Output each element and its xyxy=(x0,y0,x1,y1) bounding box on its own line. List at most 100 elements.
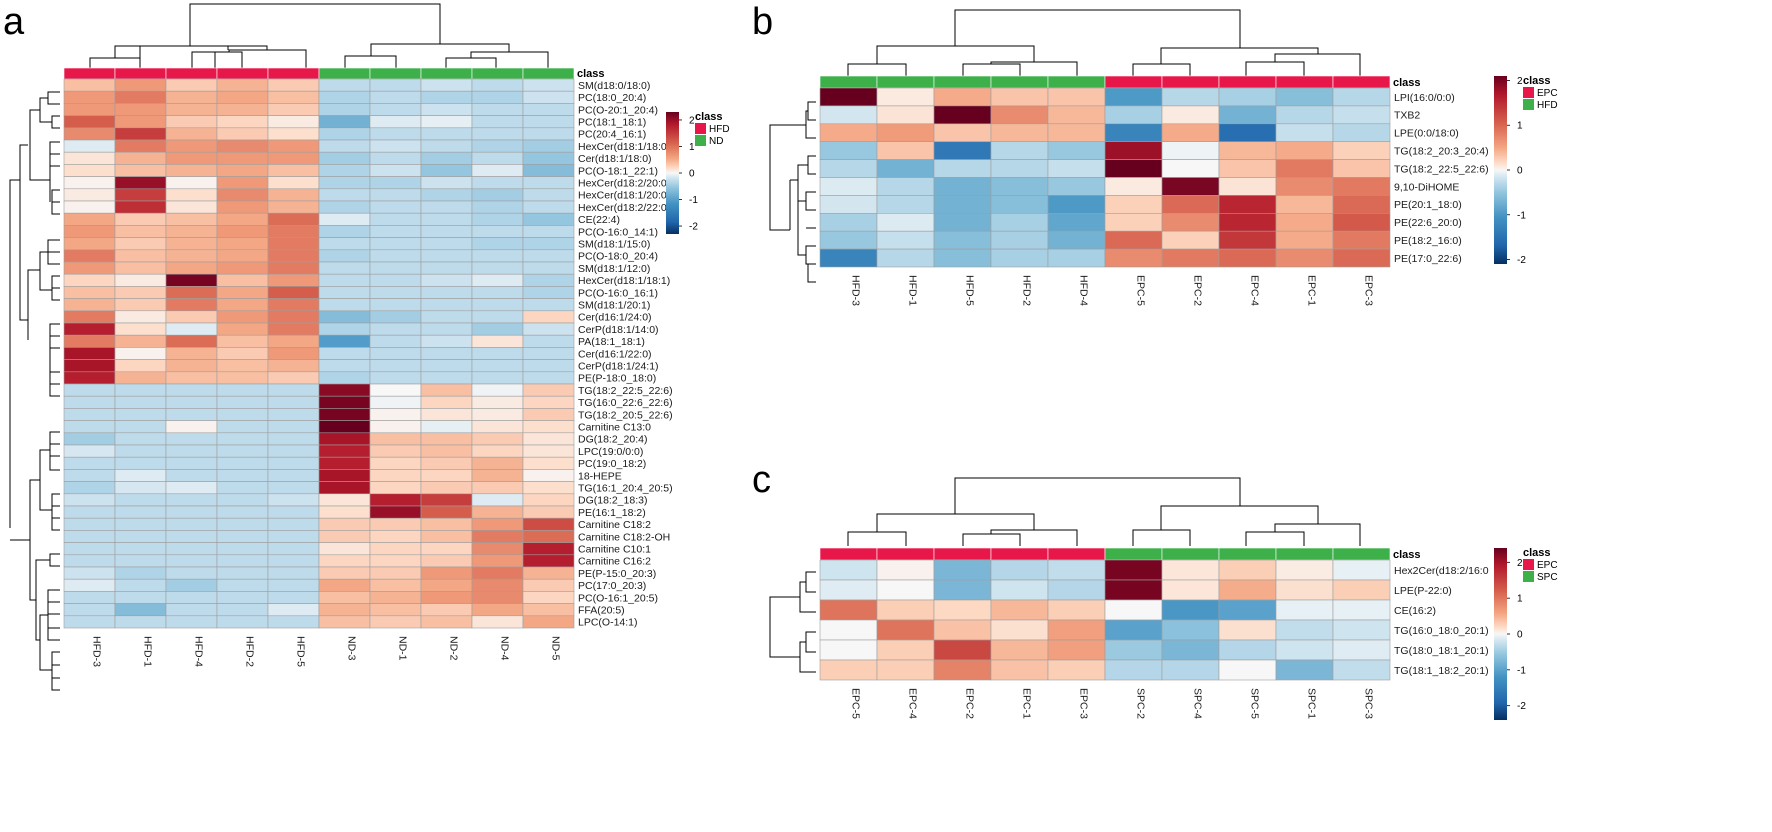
heatmap-cell xyxy=(369,273,422,287)
heatmap-cell xyxy=(522,395,575,409)
row-label: PC(O-20:1_20:4) xyxy=(578,104,658,116)
heatmap-cell xyxy=(114,78,167,92)
heatmap-cell xyxy=(216,359,269,373)
heatmap-cell xyxy=(369,615,422,629)
heatmap-cell xyxy=(1332,659,1391,681)
heatmap-cell xyxy=(1218,248,1277,268)
heatmap-cell xyxy=(1332,123,1391,143)
heatmap-cell xyxy=(165,542,218,556)
heatmap-cell xyxy=(1104,579,1163,601)
heatmap-cell xyxy=(471,395,524,409)
heatmap-cell xyxy=(318,408,371,421)
heatmap-cell xyxy=(369,310,422,324)
heatmap-cell xyxy=(420,408,473,421)
heatmap-cell xyxy=(216,164,269,177)
heatmap-cell xyxy=(1275,105,1334,125)
row-label: Cer(d16:1/22:0) xyxy=(578,348,652,360)
colorbar-tick-label: -1 xyxy=(1517,210,1526,221)
heatmap-cell xyxy=(369,261,422,275)
heatmap-cell xyxy=(216,90,269,104)
heatmap-cell xyxy=(1218,230,1277,250)
heatmap-cell xyxy=(114,481,167,495)
heatmap-cell xyxy=(114,90,167,104)
heatmap-cell xyxy=(522,444,575,458)
row-label: TG(18:2_22:5_22:6) xyxy=(578,385,673,397)
heatmap-cell xyxy=(63,566,116,580)
heatmap-cell xyxy=(369,78,422,92)
heatmap-cell xyxy=(522,127,575,141)
heatmap-cell xyxy=(522,542,575,556)
heatmap-cell xyxy=(318,78,371,92)
heatmap-cell xyxy=(1047,230,1106,250)
heatmap-cell xyxy=(522,273,575,287)
heatmap-cell xyxy=(114,347,167,360)
row-label: PC(18:1_18:1) xyxy=(578,117,646,129)
heatmap-cell xyxy=(420,517,473,531)
heatmap-cell xyxy=(819,141,878,160)
column-label: SPC-4 xyxy=(1192,688,1204,719)
heatmap-cell xyxy=(165,200,218,214)
heatmap-cell xyxy=(1047,579,1106,601)
heatmap-cell xyxy=(522,237,575,251)
heatmap-cell xyxy=(1218,639,1277,661)
heatmap-cell xyxy=(216,237,269,251)
heatmap-cell xyxy=(522,225,575,238)
heatmap-cell xyxy=(63,371,116,385)
heatmap-cell xyxy=(369,103,422,116)
heatmap-cell xyxy=(471,554,524,568)
heatmap-cell xyxy=(522,78,575,92)
heatmap-cell xyxy=(267,432,320,446)
dendrogram-col-b xyxy=(847,9,1361,76)
colorbar-tick-label: -2 xyxy=(1517,701,1526,712)
heatmap-b: class LPI(16:0/0:0) TXB2 LPE(0:0/18:0) TG(18… xyxy=(819,75,1558,306)
heatmap-cell xyxy=(471,530,524,543)
heatmap-cell xyxy=(1275,159,1334,178)
column-label: EPC-4 xyxy=(1249,275,1261,306)
heatmap-cell xyxy=(1161,619,1220,641)
heatmap-cell xyxy=(471,408,524,421)
heatmap-cell xyxy=(216,127,269,141)
class-bar-cell xyxy=(1275,75,1334,89)
row-label: PC(O-16:0_14:1) xyxy=(578,226,658,238)
heatmap-cell xyxy=(1047,619,1106,641)
heatmap-cell xyxy=(114,225,167,238)
heatmap-cell xyxy=(165,554,218,568)
heatmap-cell xyxy=(114,139,167,153)
legend-label: SPC xyxy=(1537,572,1558,583)
heatmap-cell xyxy=(114,371,167,385)
heatmap-cell xyxy=(1218,87,1277,107)
heatmap-cell xyxy=(876,87,935,107)
heatmap-cell xyxy=(318,542,371,556)
heatmap-cell xyxy=(63,591,116,604)
class-bar-cell xyxy=(990,547,1049,561)
heatmap-cell xyxy=(267,530,320,543)
class-bar-cell xyxy=(876,547,935,561)
heatmap-cell xyxy=(420,286,473,299)
heatmap-cell xyxy=(318,273,371,287)
legend-swatch xyxy=(1523,559,1534,570)
heatmap-cell xyxy=(990,123,1049,143)
heatmap-cell xyxy=(267,493,320,507)
heatmap-cell xyxy=(933,230,992,250)
heatmap-cell xyxy=(114,310,167,324)
class-bar-cell xyxy=(471,67,524,80)
heatmap-cell xyxy=(1104,599,1163,621)
class-bar-cell xyxy=(216,67,269,80)
heatmap-cell xyxy=(63,395,116,409)
row-label: 18-HEPE xyxy=(578,470,622,482)
heatmap-cell xyxy=(63,505,116,519)
heatmap-cell xyxy=(876,659,935,681)
heatmap-cell xyxy=(216,517,269,531)
column-label: EPC-3 xyxy=(1078,688,1090,719)
heatmap-cell xyxy=(318,212,371,226)
heatmap-cell xyxy=(216,591,269,604)
row-label: Carnitine C18:2 xyxy=(578,519,651,531)
row-label: SM(d18:1/20:1) xyxy=(578,300,650,312)
heatmap-cell xyxy=(114,517,167,531)
column-label: SPC-3 xyxy=(1363,688,1375,719)
legend-label: HFD xyxy=(709,124,730,135)
colorbar-tick-label: -1 xyxy=(689,195,698,206)
row-label: TG(16:0_18:0_20:1) xyxy=(1394,625,1489,637)
colorbar xyxy=(1494,76,1507,264)
heatmap-cell xyxy=(318,310,371,324)
